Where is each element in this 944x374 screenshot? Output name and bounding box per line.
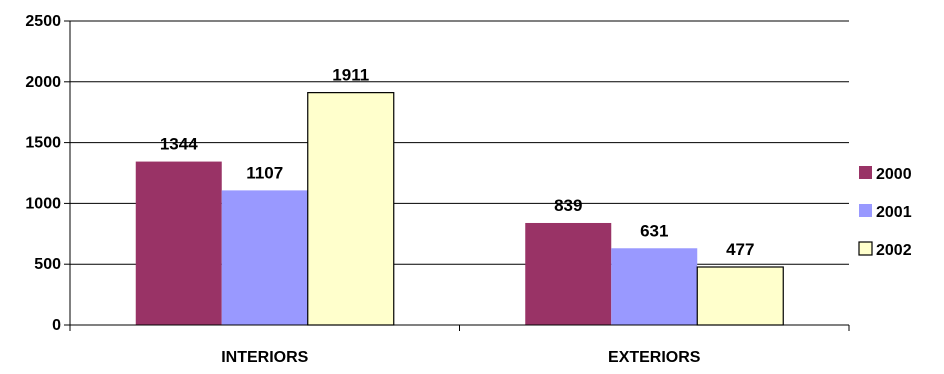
bar-2001-interiors: [221, 190, 308, 325]
legend-swatch-2001: [859, 204, 872, 217]
legend-label: 2000: [876, 166, 912, 183]
y-tick-label: 1500: [25, 135, 61, 152]
legend-label: 2001: [876, 204, 912, 221]
x-category-label: INTERIORS: [221, 349, 308, 366]
legend: 2000 2001 2002: [858, 166, 912, 259]
y-tick-label: 0: [52, 317, 61, 334]
y-tick-label: 500: [34, 256, 61, 273]
bar-2002-exteriors: [696, 266, 784, 326]
bar-2000-interiors: [135, 161, 222, 325]
bars: [135, 92, 784, 326]
bar-2000-exteriors: [525, 222, 612, 325]
legend-swatch-2002: [858, 241, 873, 256]
data-label: 1344: [160, 135, 198, 154]
bar-2001-exteriors: [611, 248, 698, 325]
data-label: 1107: [246, 163, 283, 182]
y-tick-label: 2500: [25, 13, 61, 30]
data-label: 477: [726, 240, 754, 259]
y-tick-label: 1000: [25, 195, 61, 212]
x-category-label: EXTERIORS: [608, 349, 701, 366]
legend-swatch-2000: [859, 166, 872, 179]
data-label: 631: [640, 221, 668, 240]
bar-2002-interiors: [307, 92, 395, 326]
data-labels: 1344 1107 1911 839 631 477: [160, 66, 755, 259]
y-tick-label: 2000: [25, 74, 61, 91]
legend-label: 2002: [876, 242, 912, 259]
data-label: 1911: [332, 66, 369, 85]
axes: 0 500 1000 1500 2000 2500 INTERIORS EXTERIORS: [25, 13, 850, 366]
data-label: 839: [554, 196, 582, 215]
